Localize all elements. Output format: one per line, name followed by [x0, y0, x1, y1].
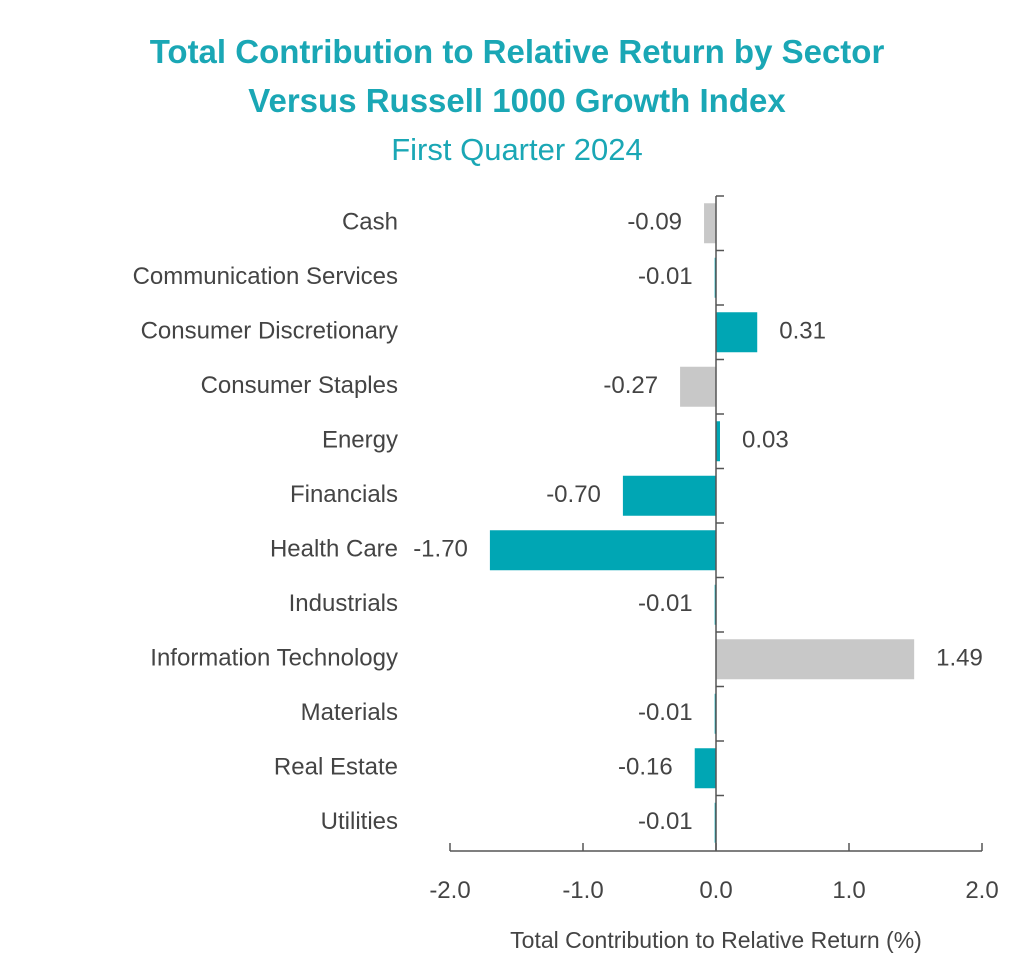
bar [716, 639, 915, 680]
category-label: Materials [301, 699, 398, 726]
x-tick-label: 0.0 [699, 877, 732, 904]
category-label: Information Technology [150, 645, 398, 672]
bar [622, 475, 716, 516]
bar [489, 530, 716, 571]
category-label: Energy [322, 427, 398, 454]
bar [716, 312, 758, 353]
chart-title-line2: Versus Russell 1000 Growth Index [248, 82, 786, 119]
value-label: -0.27 [603, 372, 658, 399]
value-label: 0.31 [779, 318, 826, 345]
value-label: -0.70 [546, 481, 601, 508]
bar [716, 421, 720, 462]
x-tick-label: 2.0 [965, 877, 998, 904]
value-label: -0.01 [638, 808, 693, 835]
value-label: 1.49 [936, 645, 983, 672]
x-axis-title: Total Contribution to Relative Return (%… [510, 927, 922, 953]
value-label: -0.01 [638, 699, 693, 726]
value-label: -0.01 [638, 263, 693, 290]
category-label: Utilities [321, 808, 398, 835]
plot-area: Cash -0.09 Communication Services -0.01 Cons… [133, 195, 999, 904]
x-tick-label: 1.0 [832, 877, 865, 904]
category-label: Financials [290, 481, 398, 508]
value-label: -0.16 [618, 754, 673, 781]
x-tick-label: -2.0 [429, 877, 470, 904]
category-label: Consumer Discretionary [141, 318, 398, 345]
category-label: Industrials [289, 590, 398, 617]
category-label: Cash [342, 209, 398, 236]
bar [680, 366, 716, 407]
chart-title: Total Contribution to Relative Return by… [150, 33, 885, 70]
value-label: 0.03 [742, 427, 789, 454]
category-label: Health Care [270, 536, 398, 563]
value-label: -0.01 [638, 590, 693, 617]
bar [694, 748, 716, 789]
value-label: -0.09 [627, 209, 682, 236]
category-label: Communication Services [133, 263, 398, 290]
category-label: Real Estate [274, 754, 398, 781]
x-tick-label: -1.0 [562, 877, 603, 904]
value-label: -1.70 [413, 536, 468, 563]
chart-subtitle: First Quarter 2024 [391, 132, 643, 167]
bar [704, 203, 716, 244]
category-label: Consumer Staples [201, 372, 398, 399]
